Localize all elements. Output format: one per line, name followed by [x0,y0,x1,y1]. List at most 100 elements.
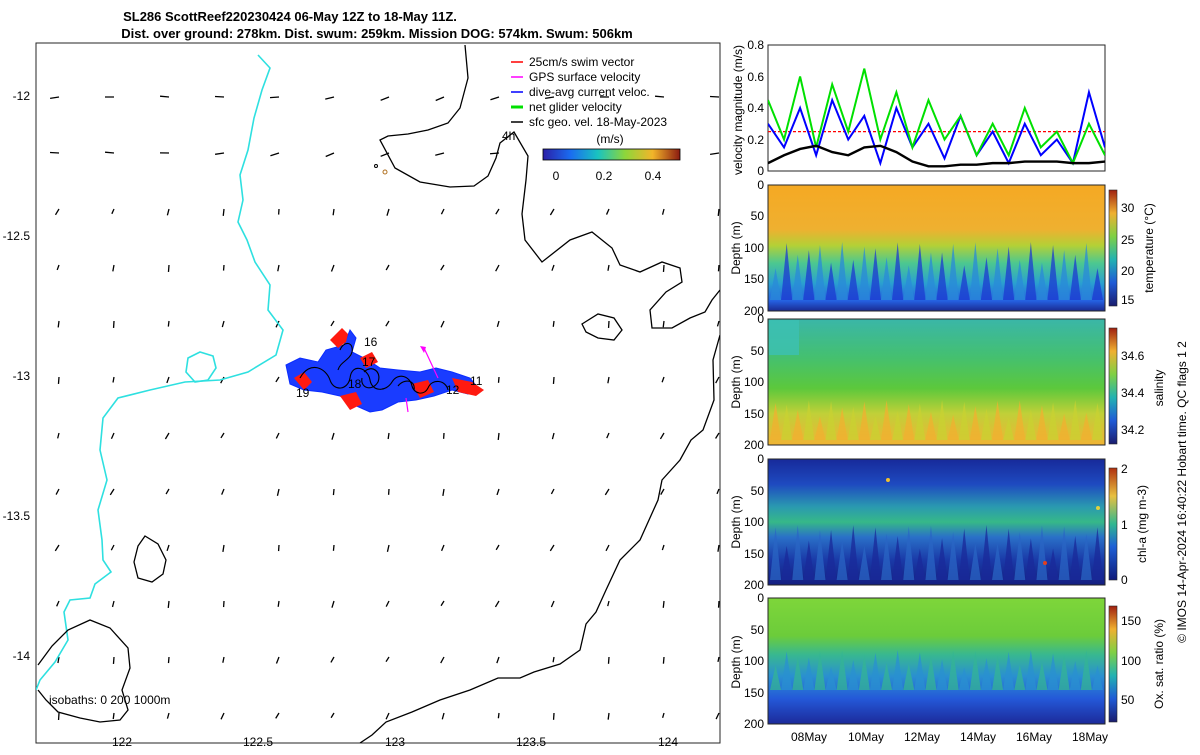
depth-label: Depth (m) [729,221,743,274]
depth-tick: 150 [744,686,764,700]
current-vector-arrow [553,321,554,327]
salinity-patch [769,320,799,355]
current-vector-arrow [333,209,334,215]
salinity-colorbar [1109,328,1117,444]
chla-dot [1043,561,1047,565]
vel-y-tick: 0.8 [747,38,764,52]
chla-dot [1096,506,1100,510]
legend-entry: net glider velocity [529,100,622,114]
depth-tick: 50 [751,623,765,637]
vel-y-tick: 0.4 [747,101,764,115]
oxygen-panel: 150 100 50 Ox. sat. ratio (%) 0 50 100 1… [729,591,1166,744]
oxygen-colorbar [1109,606,1117,722]
cb-tick: 150 [1121,614,1141,628]
depth-label: Depth (m) [729,635,743,688]
current-vector-arrow [710,96,719,97]
track-day-label: 16 [364,335,378,349]
current-vector-arrow [663,601,664,608]
cb-tick: 20 [1121,264,1135,278]
oxygen-cb-label: Ox. sat. ratio (%) [1152,619,1166,709]
cb-tick: 2 [1121,462,1128,476]
current-vector-arrow [215,96,224,97]
depth-tick: 0 [757,452,764,466]
depth-label: Depth (m) [729,495,743,548]
current-vector-arrow [553,377,554,384]
vel-y-tick: 0.2 [747,133,764,147]
cb-tick: 34.2 [1121,423,1145,437]
copyright-footer: © IMOS 14-Apr-2024 16:40:22 Hobart time.… [1175,341,1189,643]
depth-tick: 200 [744,578,764,592]
vel-y-tick: 0.6 [747,70,764,84]
current-vector-arrow [333,545,334,551]
map-panel: 16 17 18 19 12 11 25cm/s swim vector GPS… [3,43,720,749]
depth-tick: 100 [744,241,764,255]
track-day-label: 19 [296,386,310,400]
current-vector-arrow [718,209,719,216]
temperature-cb-label: temperature (°C) [1142,203,1156,293]
y-tick-label: -13 [13,369,31,383]
current-vector-arrow [105,152,114,153]
cb-tick: 15 [1121,293,1135,307]
legend-entry: sfc geo. vel. 18-May-2023 [529,115,667,129]
salinity-panel: 34.6 34.4 34.2 salinity 0 50 100 150 200… [729,312,1166,452]
current-vector-arrow [223,209,224,216]
current-vector-arrow [663,321,664,327]
current-vector-arrow [168,601,169,608]
isobath-label: isobaths: 0 200 1000m [49,693,170,707]
velocity-axes [768,45,1105,171]
cb-tick: 50 [1121,693,1135,707]
y-tick-label: -14 [13,649,31,663]
vel-y-label: velocity magnitude (m/s) [731,45,745,175]
current-vector-arrow [113,713,114,719]
depth-tick: 50 [751,344,765,358]
temperature-colorbar [1109,190,1117,306]
speed-colorbar [543,149,680,160]
cb-tick: 34.4 [1121,386,1145,400]
cb-tick: 25 [1121,233,1135,247]
current-vector-arrow [663,265,664,272]
chla-dot [886,478,890,482]
y-tick-label: -13.5 [3,509,31,523]
figure-title-line1: SL286 ScottReef220230424 06-May 12Z to 1… [123,9,457,24]
chla-cb-label: chl-a (mg m-3) [1135,485,1149,563]
current-vector-arrow [655,96,664,97]
hours-label: 4h [502,129,515,143]
x-tick-label: 122 [112,735,132,749]
depth-label: Depth (m) [729,355,743,408]
current-vector-arrow [278,601,279,607]
current-vector-arrow [663,657,664,664]
x-tick-label: 123.5 [516,735,546,749]
depth-tick: 100 [744,375,764,389]
legend-entry: 25cm/s swim vector [529,55,634,69]
current-vector-arrow [608,657,609,664]
current-vector-arrow [168,321,169,327]
legend-entry: dive-avg current veloc. [529,85,650,99]
date-tick: 08May [791,730,827,744]
current-vector-arrow [498,713,499,718]
track-day-label: 18 [348,377,362,391]
depth-tick: 150 [744,547,764,561]
cb-tick: 0 [1121,573,1128,587]
track-day-label: 12 [446,383,460,397]
legend-entry: GPS surface velocity [529,70,640,84]
current-vector-arrow [168,265,169,272]
track-day-label: 11 [470,374,483,388]
depth-tick: 50 [751,209,765,223]
current-vector-arrow [58,377,59,384]
colorbar-tick: 0 [553,169,560,183]
depth-tick: 0 [757,312,764,326]
current-vector-arrow [160,96,169,97]
chla-panel: 2 1 0 chl-a (mg m-3) 0 50 100 150 200 De… [729,452,1149,592]
depth-tick: 0 [757,178,764,192]
current-vector-arrow [553,657,554,662]
current-vector-arrow [498,433,499,440]
depth-tick: 150 [744,272,764,286]
x-tick-label: 122.5 [243,735,273,749]
colorbar-tick: 0.4 [645,169,662,183]
current-vector-arrow [718,265,719,271]
date-tick: 12May [904,730,940,744]
y-tick-label: -12 [13,89,31,103]
date-tick: 18May [1072,730,1108,744]
salinity-cb-label: salinity [1152,370,1166,407]
